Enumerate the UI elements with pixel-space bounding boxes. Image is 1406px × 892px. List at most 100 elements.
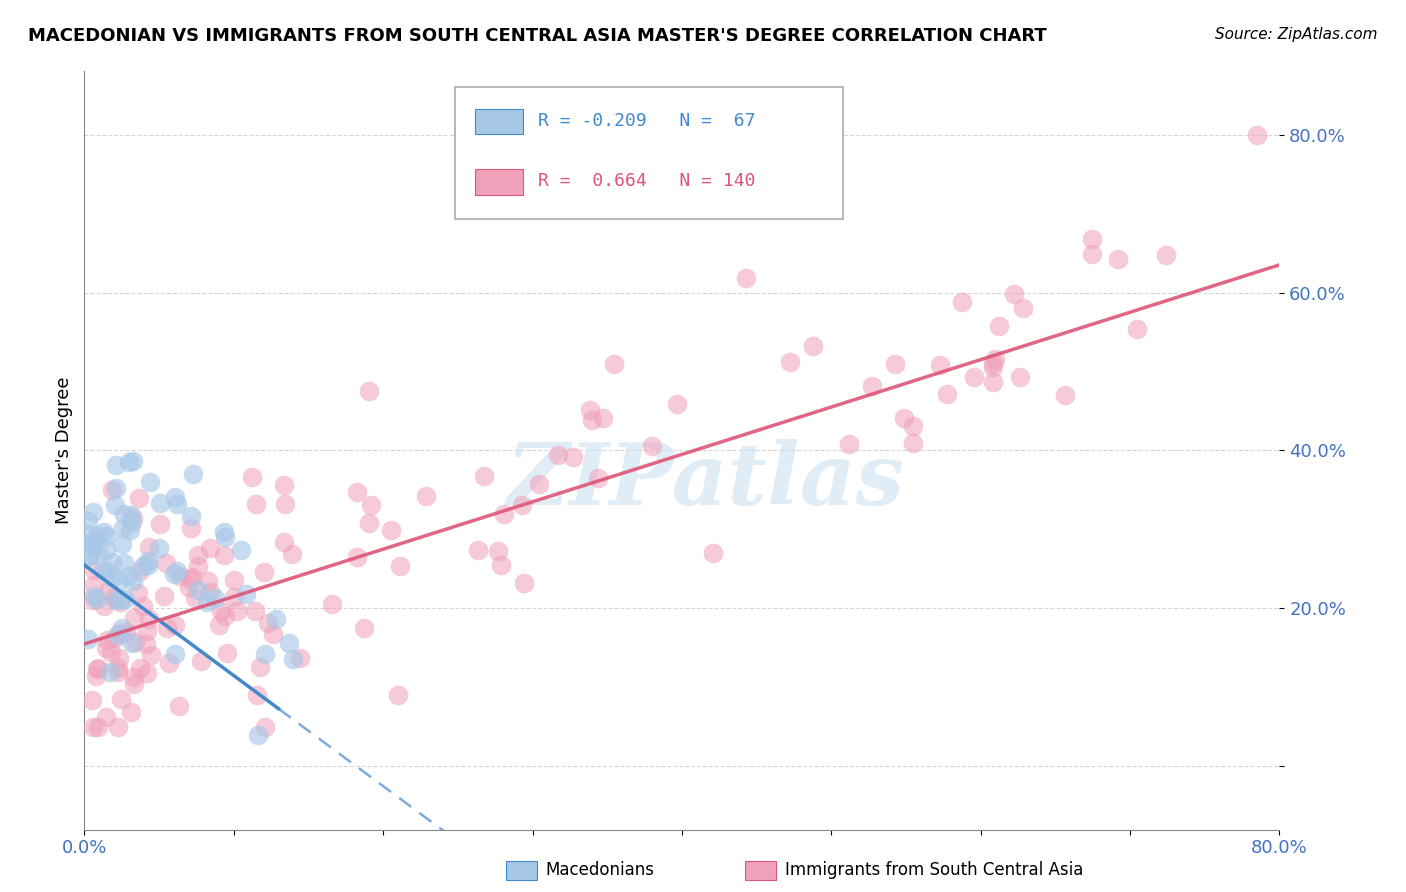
Point — [83, 533, 105, 548]
Point — [82, 540, 104, 554]
Point — [229, 542, 252, 557]
Point — [107, 665, 129, 680]
Point — [903, 419, 925, 434]
Point — [353, 621, 375, 635]
Point — [208, 617, 231, 632]
Text: Macedonians: Macedonians — [546, 861, 655, 879]
Point — [288, 650, 311, 665]
Point — [467, 542, 489, 557]
Point — [94, 529, 117, 543]
Point — [128, 661, 150, 675]
Point — [107, 720, 129, 734]
Point — [225, 604, 247, 618]
Point — [79, 536, 101, 550]
Point — [180, 509, 202, 524]
Point — [153, 589, 176, 603]
Point — [169, 699, 191, 714]
Point — [86, 546, 108, 560]
Point — [120, 523, 142, 537]
Point — [513, 576, 536, 591]
Point — [1010, 370, 1032, 384]
Point — [262, 627, 284, 641]
Point — [104, 593, 127, 607]
Point — [124, 611, 146, 625]
Point — [83, 578, 105, 592]
Point — [121, 636, 143, 650]
Text: Immigrants from South Central Asia: Immigrants from South Central Asia — [785, 861, 1083, 879]
Point — [112, 507, 135, 521]
Point — [1107, 252, 1129, 266]
Point — [547, 448, 569, 462]
Point — [84, 669, 107, 683]
Point — [96, 710, 118, 724]
Point — [96, 633, 118, 648]
Point — [586, 471, 609, 485]
Point — [950, 295, 973, 310]
FancyBboxPatch shape — [475, 169, 523, 195]
Y-axis label: Master's Degree: Master's Degree — [55, 376, 73, 524]
Point — [136, 554, 159, 568]
Point — [860, 378, 883, 392]
Point — [96, 564, 118, 578]
Point — [120, 508, 142, 522]
Point — [124, 635, 146, 649]
Point — [214, 530, 236, 544]
Point — [254, 647, 277, 661]
Text: R =  0.664   N = 140: R = 0.664 N = 140 — [538, 172, 756, 190]
Point — [198, 541, 221, 555]
Point — [1126, 322, 1149, 336]
Point — [139, 648, 162, 662]
Point — [981, 360, 1004, 375]
Point — [77, 549, 100, 564]
Point — [136, 665, 159, 680]
Point — [1002, 287, 1025, 301]
Point — [111, 521, 134, 535]
Point — [222, 573, 245, 587]
Text: ZIPatlas: ZIPatlas — [506, 439, 905, 523]
Point — [180, 570, 202, 584]
Point — [108, 650, 131, 665]
Point — [93, 524, 115, 539]
Point — [87, 661, 110, 675]
Point — [1154, 248, 1177, 262]
Point — [387, 689, 409, 703]
Point — [114, 592, 136, 607]
Point — [278, 635, 301, 649]
Point — [929, 358, 952, 372]
Point — [91, 563, 114, 577]
Point — [217, 646, 239, 660]
Point — [100, 645, 122, 659]
Point — [131, 599, 153, 613]
Point — [281, 651, 304, 665]
Point — [247, 728, 270, 742]
Point — [82, 720, 104, 734]
Point — [100, 571, 122, 585]
Point — [984, 351, 1007, 366]
Point — [87, 528, 110, 542]
Point — [486, 544, 509, 558]
Point — [1012, 301, 1035, 315]
Point — [128, 564, 150, 578]
Point — [87, 720, 110, 734]
Point — [883, 357, 905, 371]
Point — [988, 318, 1011, 333]
Point — [779, 355, 801, 369]
Text: R = -0.209   N =  67: R = -0.209 N = 67 — [538, 112, 756, 129]
Point — [155, 556, 177, 570]
Point — [107, 661, 129, 675]
Point — [321, 597, 343, 611]
Point — [579, 403, 602, 417]
Point — [135, 624, 157, 639]
Point — [177, 580, 200, 594]
Point — [253, 565, 276, 579]
Point — [187, 559, 209, 574]
Point — [180, 521, 202, 535]
Point — [82, 505, 104, 519]
Point — [94, 543, 117, 558]
Text: MACEDONIAN VS IMMIGRANTS FROM SOUTH CENTRAL ASIA MASTER'S DEGREE CORRELATION CHA: MACEDONIAN VS IMMIGRANTS FROM SOUTH CENT… — [28, 27, 1047, 45]
Point — [187, 548, 209, 562]
Point — [212, 548, 235, 562]
Point — [273, 534, 295, 549]
Point — [702, 546, 724, 560]
Point — [253, 720, 276, 734]
